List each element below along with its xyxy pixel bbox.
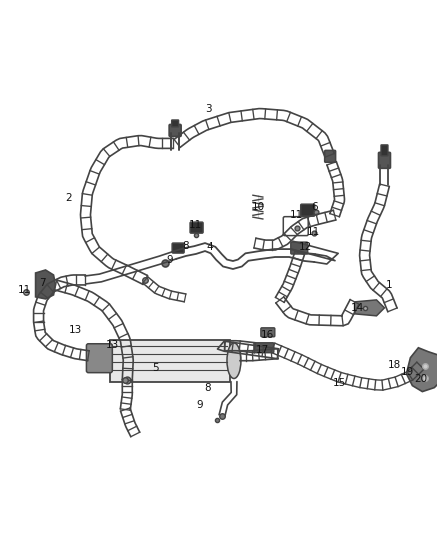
Text: 20: 20	[414, 374, 427, 384]
Text: 14: 14	[351, 303, 364, 313]
Text: 19: 19	[401, 367, 414, 377]
Text: 9: 9	[167, 255, 173, 265]
Text: 11: 11	[188, 220, 202, 230]
FancyBboxPatch shape	[254, 343, 274, 353]
Text: 4: 4	[207, 242, 213, 252]
Text: 8: 8	[182, 241, 188, 251]
Text: 9: 9	[197, 400, 203, 409]
FancyBboxPatch shape	[172, 243, 184, 253]
Polygon shape	[355, 300, 385, 316]
FancyBboxPatch shape	[325, 150, 336, 163]
Text: 13: 13	[69, 325, 82, 335]
Text: 1: 1	[386, 280, 393, 290]
Text: 3: 3	[205, 103, 212, 114]
Text: 18: 18	[388, 360, 401, 370]
Text: 11: 11	[18, 285, 31, 295]
Text: 7: 7	[39, 278, 46, 288]
Text: 15: 15	[333, 378, 346, 387]
FancyBboxPatch shape	[190, 222, 203, 233]
Text: 17: 17	[256, 345, 269, 355]
Text: 2: 2	[65, 193, 72, 203]
FancyBboxPatch shape	[378, 152, 390, 168]
FancyBboxPatch shape	[291, 242, 308, 254]
FancyBboxPatch shape	[381, 145, 388, 156]
FancyBboxPatch shape	[172, 120, 179, 127]
Text: 5: 5	[152, 362, 159, 373]
Text: 8: 8	[205, 383, 212, 393]
Text: 11: 11	[307, 227, 320, 237]
Text: 11: 11	[290, 210, 304, 220]
Text: 16: 16	[261, 330, 275, 340]
Ellipse shape	[227, 343, 241, 378]
Text: 6: 6	[311, 202, 318, 212]
FancyBboxPatch shape	[261, 328, 275, 337]
FancyBboxPatch shape	[86, 344, 112, 373]
FancyBboxPatch shape	[169, 124, 181, 136]
FancyBboxPatch shape	[110, 340, 230, 382]
Polygon shape	[35, 270, 56, 299]
FancyBboxPatch shape	[301, 204, 314, 216]
Text: 13: 13	[106, 340, 119, 350]
Text: 10: 10	[251, 202, 265, 212]
Polygon shape	[406, 348, 438, 392]
Text: 12: 12	[299, 242, 312, 252]
